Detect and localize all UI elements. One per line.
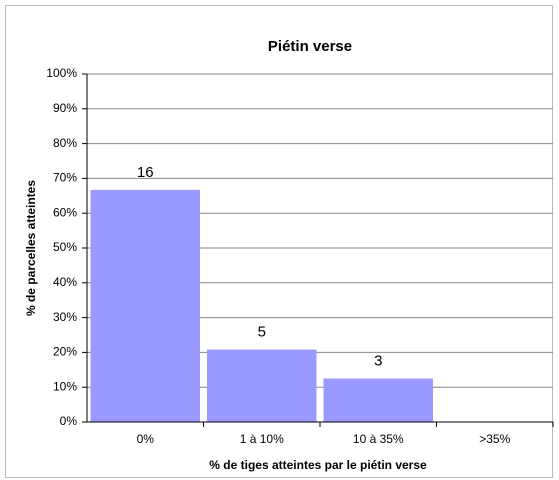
y-tick-label: 100% xyxy=(46,66,77,80)
y-tick-label: 70% xyxy=(53,171,77,185)
y-tick-label: 40% xyxy=(53,275,77,289)
chart-title: Piétin verse xyxy=(268,38,352,55)
y-tick-label: 0% xyxy=(60,414,78,428)
data-label: 3 xyxy=(374,352,382,369)
x-tick-label: 1 à 10% xyxy=(240,432,284,446)
data-label: 5 xyxy=(258,324,266,341)
y-tick-label: 20% xyxy=(53,345,77,359)
y-tick-label: 50% xyxy=(53,240,77,254)
x-axis-label: % de tiges atteintes par le piétin verse xyxy=(209,458,427,472)
y-tick-label: 10% xyxy=(53,379,77,393)
y-tick-label: 80% xyxy=(53,136,77,150)
bar xyxy=(206,349,317,422)
data-label: 16 xyxy=(137,164,154,181)
bar xyxy=(90,189,201,422)
y-tick-label: 90% xyxy=(53,101,77,115)
y-axis-label: % de parcelles atteintes xyxy=(24,180,38,316)
x-tick-label: >35% xyxy=(479,432,510,446)
y-tick-label: 60% xyxy=(53,205,77,219)
bar xyxy=(323,378,434,422)
y-tick-label: 30% xyxy=(53,310,77,324)
x-tick-label: 10 à 35% xyxy=(353,432,404,446)
x-tick-label: 0% xyxy=(137,432,155,446)
